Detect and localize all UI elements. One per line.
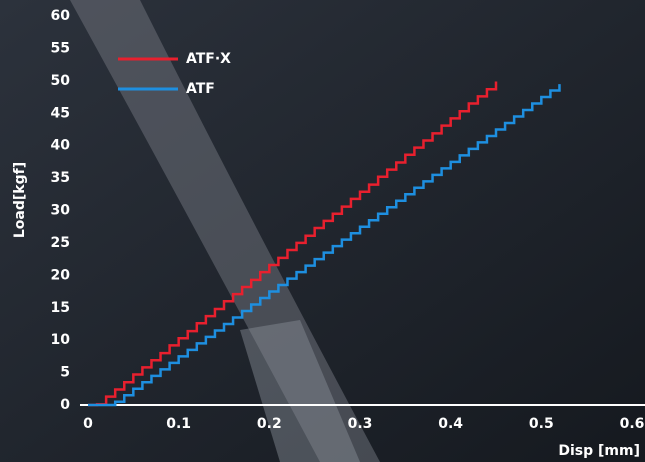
y-tick-label: 15 bbox=[51, 300, 70, 316]
y-tick-label: 25 bbox=[51, 235, 70, 251]
bow-limb bbox=[70, 0, 380, 462]
legend-label: ATF·X bbox=[186, 51, 231, 67]
series-line bbox=[88, 81, 498, 407]
y-tick-label: 10 bbox=[51, 332, 71, 348]
y-tick-label: 0 bbox=[60, 397, 70, 413]
x-tick-label: 0 bbox=[83, 416, 93, 432]
x-tick-label: 0.5 bbox=[529, 416, 554, 432]
y-tick-label: 60 bbox=[51, 8, 71, 24]
x-tick-label: 0.4 bbox=[438, 416, 463, 432]
y-tick-label: 30 bbox=[51, 203, 71, 219]
series-line bbox=[88, 84, 561, 407]
y-tick-label: 50 bbox=[51, 73, 71, 89]
x-tick-label: 0.6 bbox=[620, 416, 645, 432]
x-tick-label: 0.2 bbox=[257, 416, 282, 432]
riser bbox=[240, 320, 360, 462]
legend-label: ATF bbox=[186, 81, 215, 97]
y-tick-label: 35 bbox=[51, 170, 70, 186]
y-tick-label: 40 bbox=[51, 138, 71, 154]
y-tick-label: 5 bbox=[60, 365, 70, 381]
x-tick-label: 0.1 bbox=[166, 416, 191, 432]
y-tick-label: 20 bbox=[51, 267, 71, 283]
x-axis-label: Disp [mm] bbox=[558, 443, 640, 459]
y-axis-label: Load[kgf] bbox=[12, 162, 28, 238]
y-tick-label: 45 bbox=[51, 105, 70, 121]
x-tick-label: 0.3 bbox=[348, 416, 373, 432]
y-tick-label: 55 bbox=[51, 40, 70, 56]
